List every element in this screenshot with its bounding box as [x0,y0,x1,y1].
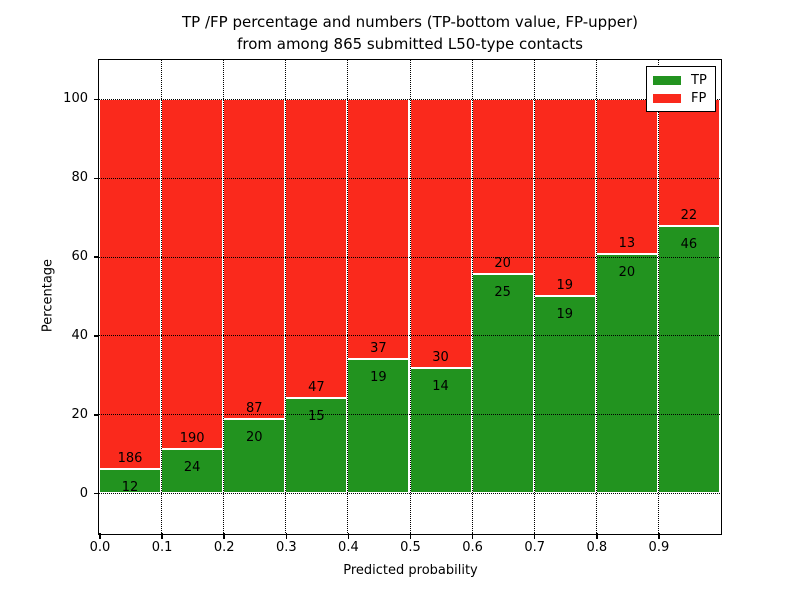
tp-bar [223,419,286,494]
plot-area: 186 12 190 24 87 20 47 15 37 19 30 14 20 25 19 19 13 20 22… [98,58,722,535]
x-tick-mark [161,533,163,539]
y-tick-mark [94,256,100,258]
x-tick-mark [658,533,660,539]
y-tick-label: 40 [71,327,88,343]
tp-legend-swatch [653,75,681,85]
fp-count-label: 37 [370,341,387,357]
x-tick-mark [471,533,474,539]
x-tick-label: 0.5 [400,540,421,555]
x-axis-label: Predicted probability [343,563,478,578]
fp-count-label: 190 [179,430,205,446]
tp-count-label: 46 [680,237,698,253]
fp-count-label: 30 [432,349,449,365]
y-tick-label: 0 [79,485,88,501]
y-tick-mark [94,492,100,495]
fp-count-label: 87 [245,401,263,417]
x-tick-label: 0.4 [338,540,359,555]
legend-item-fp: FP [653,91,709,106]
chart-title-line2: from among 865 submitted L50-type contac… [237,35,583,53]
x-gridline [347,59,349,533]
x-tick-mark [533,533,536,539]
x-tick-mark [223,533,225,539]
x-tick-label: 0.8 [586,540,608,555]
fp-count-label: 47 [308,379,325,395]
fp-bar [471,98,534,275]
tp-bar [533,296,596,494]
y-tick-label: 20 [71,406,88,422]
y-tick-mark [94,335,100,337]
fp-bar [533,98,596,296]
fp-count-label: 186 [117,451,143,467]
tp-bar [161,448,224,494]
tp-count-label: 24 [183,459,201,475]
tp-count-label: 25 [494,285,511,301]
fp-bar [223,98,286,420]
x-gridline [223,59,225,533]
legend: TP FP [646,66,716,112]
y-tick-label: 60 [71,249,88,265]
x-tick-label: 0.9 [648,540,670,555]
fp-bar [595,98,658,255]
fp-count-label: 13 [618,236,636,252]
fp-legend-swatch [653,93,681,103]
fp-bar [409,98,472,368]
y-tick-mark [94,177,100,179]
fp-bar [657,98,720,227]
x-tick-label: 0.1 [151,540,173,555]
chart-title: TP /FP percentage and numbers (TP-bottom… [20,11,800,55]
x-gridline [161,59,163,533]
x-tick-label: 0.7 [524,540,546,555]
tp-count-label: 15 [308,408,325,424]
x-gridline [533,59,535,533]
x-tick-label: 0.3 [275,540,297,555]
y-tick-label: 80 [71,170,88,186]
fp-count-label: 20 [494,256,511,272]
tp-bar [657,226,720,494]
x-gridline [285,59,287,533]
x-gridline [409,59,411,533]
x-gridline [471,59,473,533]
x-tick-label: 0.0 [89,540,111,555]
fp-bar [347,98,410,360]
tp-bar [471,274,534,494]
legend-item-tp: TP [653,73,709,88]
fp-bar [285,98,348,398]
legend-label-tp: TP [691,72,707,88]
legend-label-fp: FP [691,90,707,106]
y-axis-label: Percentage [40,258,56,333]
tp-count-label: 19 [370,370,387,386]
fp-count-label: 19 [556,278,573,293]
fp-bar [99,98,162,470]
plot-inner: 186 12 190 24 87 20 47 15 37 19 30 14 20 25 19 19 13 20 22… [99,59,720,533]
tp-count-label: 14 [432,378,449,394]
x-tick-mark [99,533,101,539]
x-gridline [595,59,597,533]
tp-count-label: 12 [121,480,139,496]
x-tick-mark [409,533,412,539]
tp-bar [99,469,162,494]
y-tick-mark [94,98,100,101]
fp-bar [161,98,224,449]
x-gridline [657,59,659,533]
x-tick-mark [285,533,288,539]
fp-count-label: 22 [680,208,698,224]
chart-title-line1: TP /FP percentage and numbers (TP-bottom… [182,13,638,31]
tp-count-label: 20 [618,265,636,281]
y-tick-mark [94,414,100,416]
x-tick-mark [347,533,350,539]
x-tick-mark [596,533,598,539]
tp-bar [595,254,658,494]
tp-count-label: 19 [556,307,573,322]
x-tick-label: 0.2 [213,540,235,555]
tp-count-label: 20 [245,430,263,446]
y-tick-label: 100 [63,91,88,107]
x-tick-label: 0.6 [462,540,483,555]
